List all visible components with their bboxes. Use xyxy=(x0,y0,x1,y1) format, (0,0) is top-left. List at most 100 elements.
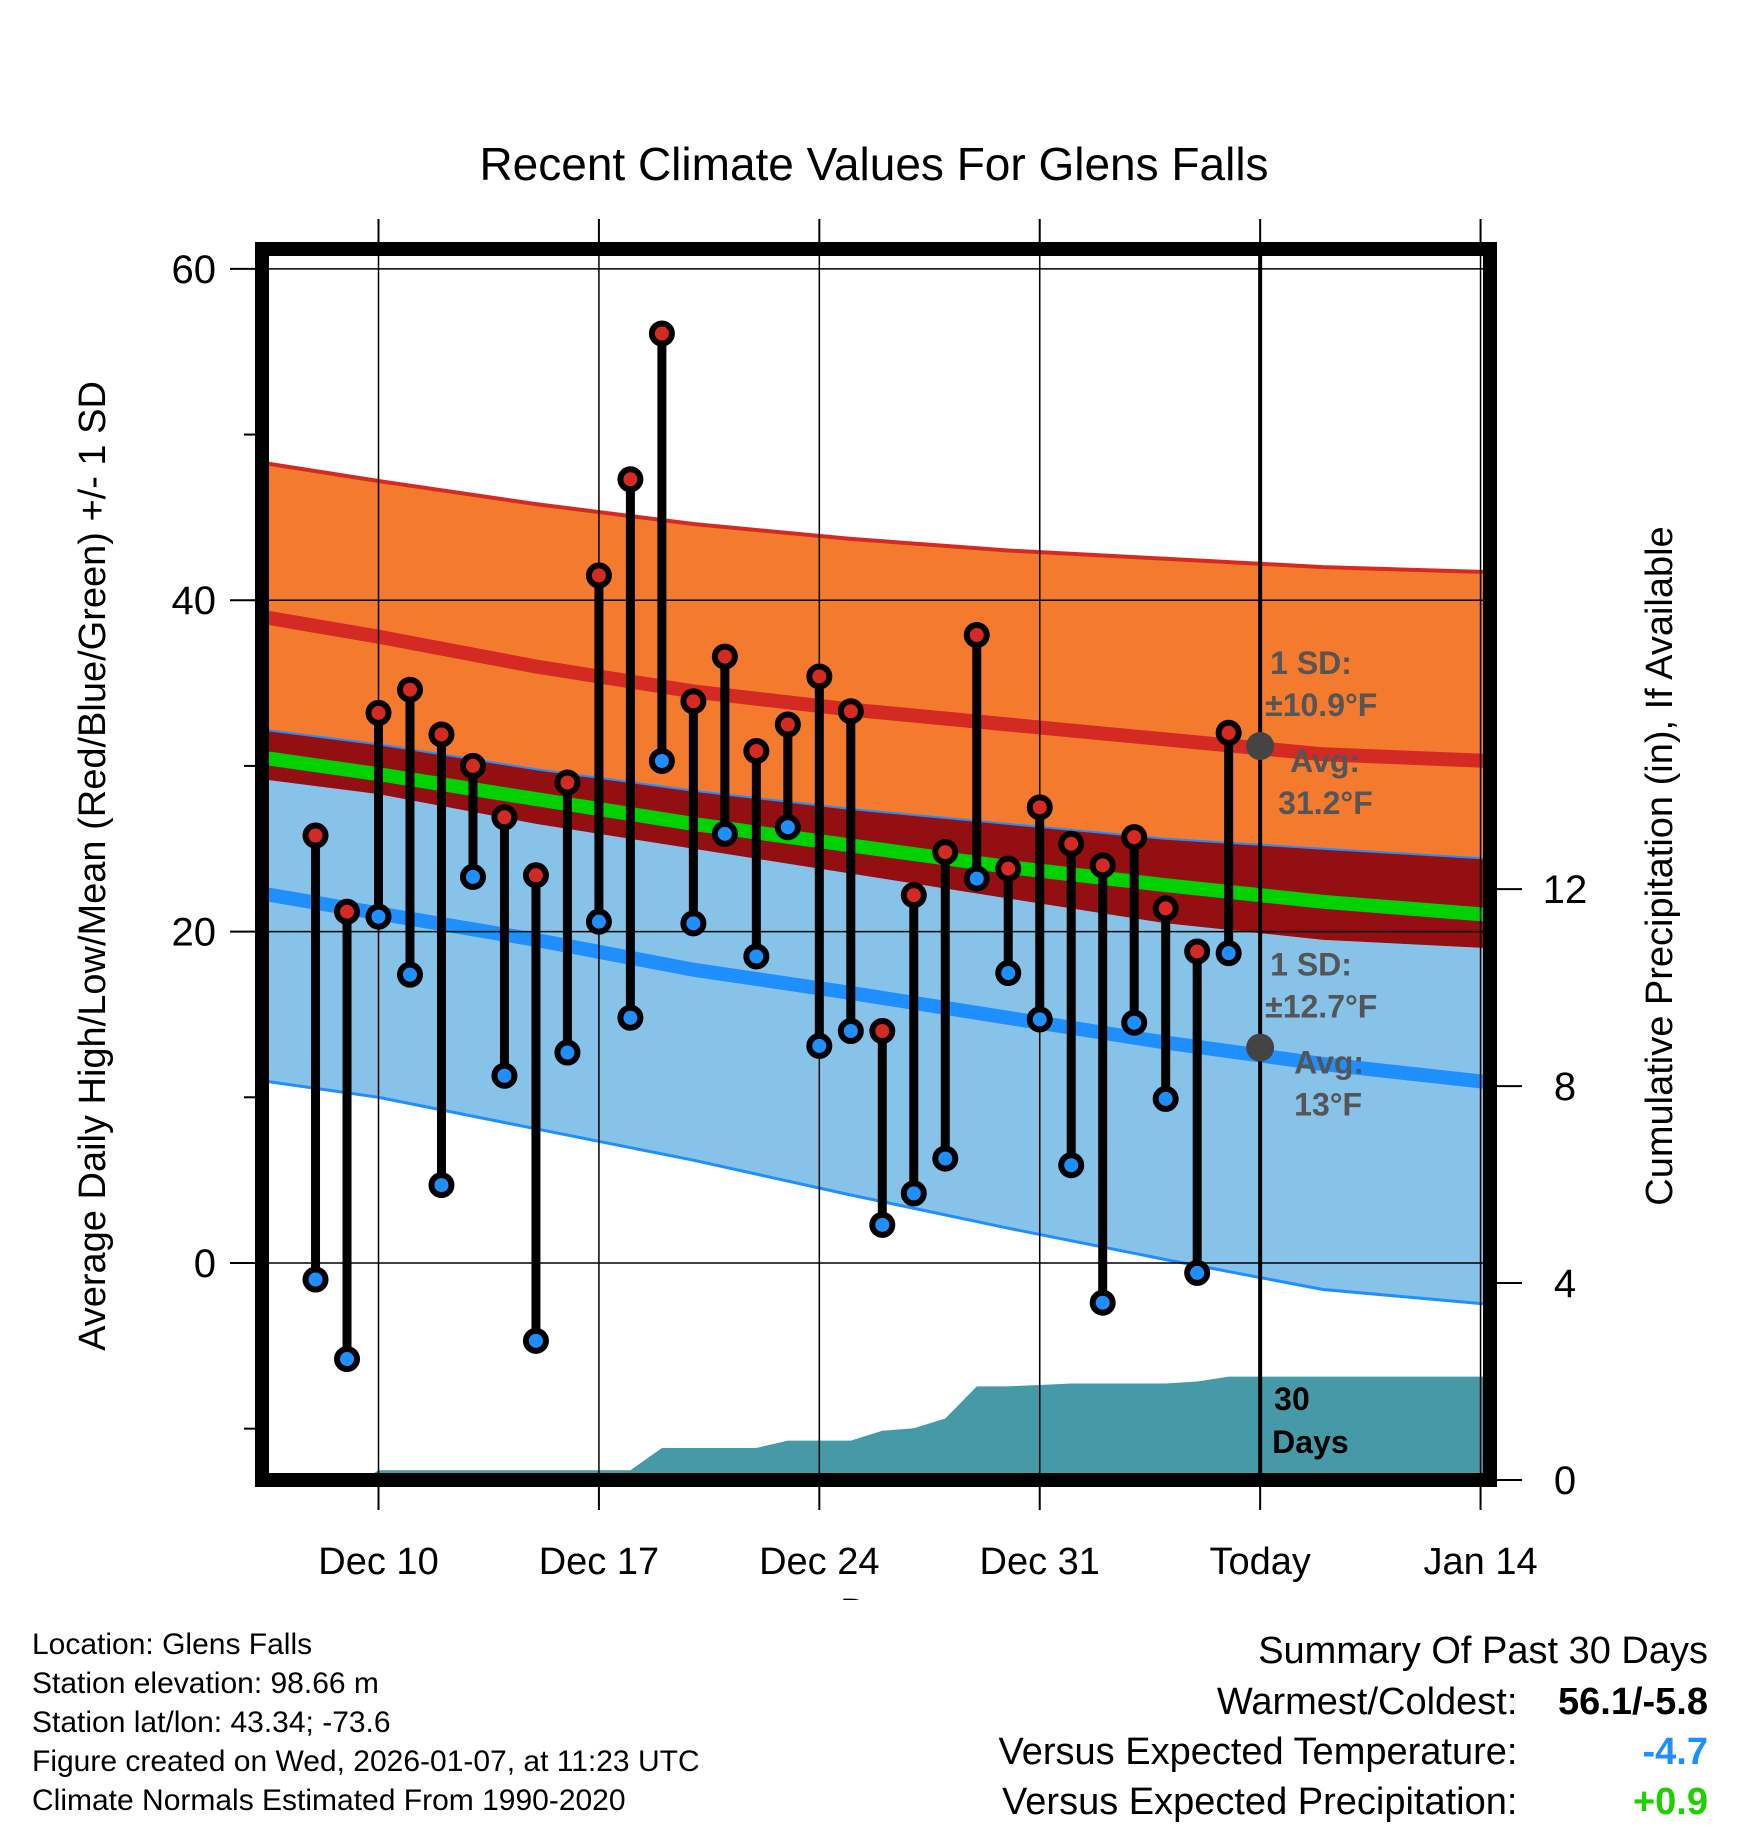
x-tick-label: Today xyxy=(1209,1541,1310,1583)
daily-high-point xyxy=(459,752,486,779)
daily-low-point xyxy=(680,910,707,937)
normals-text: Climate Normals Estimated From 1990-2020 xyxy=(32,1784,626,1817)
daily-low-point xyxy=(522,1327,549,1354)
daily-low-point xyxy=(995,960,1022,987)
daily-low-point xyxy=(837,1018,864,1045)
daily-high-point xyxy=(932,839,959,866)
high-avg-marker xyxy=(1246,732,1275,761)
high-sd-label: 1 SD: xyxy=(1270,645,1352,681)
summary-title: Summary Of Past 30 Days xyxy=(1258,1630,1708,1672)
daily-high-point xyxy=(837,698,864,725)
precip-departure-value: +0.9 xyxy=(1632,1781,1708,1823)
x-tick-label: Dec 10 xyxy=(318,1541,438,1583)
x-tick-label: Dec 17 xyxy=(539,1541,659,1583)
x-tick-label: Dec 31 xyxy=(980,1541,1100,1583)
daily-high-point xyxy=(711,643,738,670)
high-avg-label: Avg: xyxy=(1290,743,1360,779)
y2-axis-label: Cumulative Precipitation (in), If Availa… xyxy=(1639,526,1681,1205)
daily-high-point xyxy=(774,711,801,738)
daily-high-point xyxy=(617,466,644,493)
y2-tick-label: 12 xyxy=(1543,868,1588,912)
daily-high-point xyxy=(680,688,707,715)
daily-low-point xyxy=(1215,940,1242,967)
daily-low-point xyxy=(1089,1289,1116,1316)
summary-panel: Summary Of Past 30 Days Warmest/Coldest:… xyxy=(999,1625,1708,1827)
high-avg-value: 31.2°F xyxy=(1278,785,1373,821)
daily-high-point xyxy=(302,822,329,849)
daily-low-point xyxy=(869,1211,896,1238)
temp-departure-label: Versus Expected Temperature: xyxy=(998,1731,1518,1773)
daily-high-point xyxy=(995,855,1022,882)
y-tick-label: 40 xyxy=(172,579,217,623)
daily-high-point xyxy=(554,769,581,796)
low-sd-label: 1 SD: xyxy=(1270,947,1352,983)
daily-high-point xyxy=(585,562,612,589)
daily-high-point xyxy=(1152,895,1179,922)
low-sd-lower-line xyxy=(262,1079,1490,1306)
temp-departure-row: Versus Expected Temperature: -4.7 xyxy=(999,1727,1708,1777)
y2-tick-label: 8 xyxy=(1554,1065,1576,1109)
daily-low-point xyxy=(1152,1085,1179,1112)
daily-high-point xyxy=(1215,719,1242,746)
warmest-coldest-value: 56.1/-5.8 xyxy=(1558,1681,1708,1723)
x-tick-label: Jan 14 xyxy=(1424,1541,1538,1583)
daily-high-point xyxy=(491,804,518,831)
daily-high-point xyxy=(1121,824,1148,851)
daily-high-point xyxy=(806,663,833,690)
daily-high-point xyxy=(1089,852,1116,879)
low-avg-label: Avg: xyxy=(1294,1045,1364,1081)
low-sd-value: ±12.7°F xyxy=(1265,989,1377,1025)
daily-low-point xyxy=(491,1062,518,1089)
daily-low-point xyxy=(963,865,990,892)
daily-low-point xyxy=(900,1180,927,1207)
plot-frame xyxy=(255,242,1497,1487)
daily-high-point xyxy=(334,898,361,925)
x-axis-label: Day xyxy=(840,1592,908,1600)
daily-low-point xyxy=(334,1346,361,1373)
temp-departure-value: -4.7 xyxy=(1642,1731,1708,1773)
daily-high-point xyxy=(648,320,675,347)
daily-high-point xyxy=(869,1018,896,1045)
x-tick-label: Dec 24 xyxy=(759,1541,879,1583)
y-tick-label: 20 xyxy=(172,911,217,955)
y-tick-label: 60 xyxy=(172,248,217,292)
daily-low-point xyxy=(743,943,770,970)
high-sd-upper-line xyxy=(262,460,1490,575)
daily-low-point xyxy=(774,814,801,841)
daily-high-point xyxy=(900,882,927,909)
plot-inner: 1 SD: ±10.9°F Avg: 31.2°F 1 SD: ±12.7°F Avg: 13… xyxy=(262,249,1490,1480)
plot-area: 1 SD: ±10.9°F Avg: 31.2°F 1 SD: ±12.7°F Avg: 13… xyxy=(172,219,1588,1583)
warmest-coldest-label: Warmest/Coldest: xyxy=(1216,1681,1518,1723)
latlon-text: Station lat/lon: 43.34; -73.6 xyxy=(32,1706,391,1739)
daily-low-point xyxy=(428,1172,455,1199)
location-text: Location: Glens Falls xyxy=(32,1628,313,1661)
daily-low-point xyxy=(585,908,612,935)
daily-high-point xyxy=(396,676,423,703)
chart-title: Recent Climate Values For Glens Falls xyxy=(479,138,1268,190)
daily-low-point xyxy=(554,1039,581,1066)
warmest-coldest-row: Warmest/Coldest: 56.1/-5.8 xyxy=(999,1677,1708,1727)
precip-area xyxy=(262,1376,1490,1480)
daily-low-point xyxy=(365,903,392,930)
y2-tick-label: 0 xyxy=(1554,1459,1576,1503)
created-text: Figure created on Wed, 2026-01-07, at 11… xyxy=(32,1745,700,1778)
climate-chart: Recent Climate Values For Glens Falls 1 … xyxy=(72,138,1681,1600)
station-metadata: Location: Glens Falls Station elevation:… xyxy=(32,1625,700,1820)
precip-departure-row: Versus Expected Precipitation: +0.9 xyxy=(999,1777,1708,1827)
high-sd-value: ±10.9°F xyxy=(1265,687,1377,723)
daily-high-point xyxy=(1026,794,1053,821)
elevation-text: Station elevation: 98.66 m xyxy=(32,1667,379,1700)
daily-high-point xyxy=(365,699,392,726)
daily-low-point xyxy=(1184,1259,1211,1286)
y2-tick-label: 4 xyxy=(1554,1262,1576,1306)
daily-low-point xyxy=(302,1266,329,1293)
daily-low-point xyxy=(648,747,675,774)
daily-high-point xyxy=(963,622,990,649)
daily-high-point xyxy=(1184,938,1211,965)
daily-low-point xyxy=(711,820,738,847)
daily-low-point xyxy=(1121,1009,1148,1036)
days-label-number: 30 xyxy=(1274,1381,1310,1417)
daily-low-point xyxy=(932,1145,959,1172)
low-avg-marker xyxy=(1246,1033,1275,1062)
y-axis-label: Average Daily High/Low/Mean (Red/Blue/Gr… xyxy=(72,381,114,1351)
